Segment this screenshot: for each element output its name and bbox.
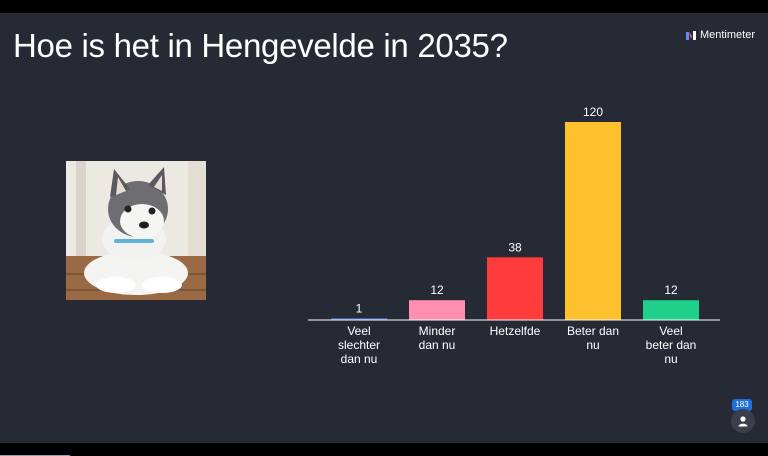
brand: Mentimeter [685,29,755,41]
category-label: Veel [347,324,370,338]
slide: Hoe is het in Hengevelde in 2035? Mentim… [0,13,768,443]
user-icon [738,416,748,427]
question-title: Hoe is het in Hengevelde in 2035? [13,27,508,64]
category-label: nu [586,338,599,352]
category-label: dan nu [419,338,456,352]
category-label: dan nu [341,352,378,366]
chart-bar [487,257,543,320]
category-label: Beter dan [567,324,619,338]
participant-count-badge: 183 [732,399,752,411]
chart-bar [565,122,621,320]
chart-bar [643,300,699,320]
category-label: Hetzelfde [490,324,541,338]
bar-value-label: 38 [508,240,522,254]
bar-value-label: 1 [356,301,363,315]
participants-button[interactable] [731,409,755,433]
bar-value-label: 12 [664,283,678,297]
category-label: beter dan [646,338,697,352]
bar-value-label: 120 [583,105,603,119]
bar-value-label: 12 [430,283,444,297]
husky-dog-image [66,161,206,300]
category-label: Minder [419,324,456,338]
brand-name: Mentimeter [699,29,755,41]
mentimeter-logo-icon [685,30,696,40]
category-label: Veel [659,324,682,338]
category-label: slechter [338,338,380,352]
chart-bar [331,318,387,320]
category-label: nu [664,352,677,366]
chart-bar [409,300,465,320]
